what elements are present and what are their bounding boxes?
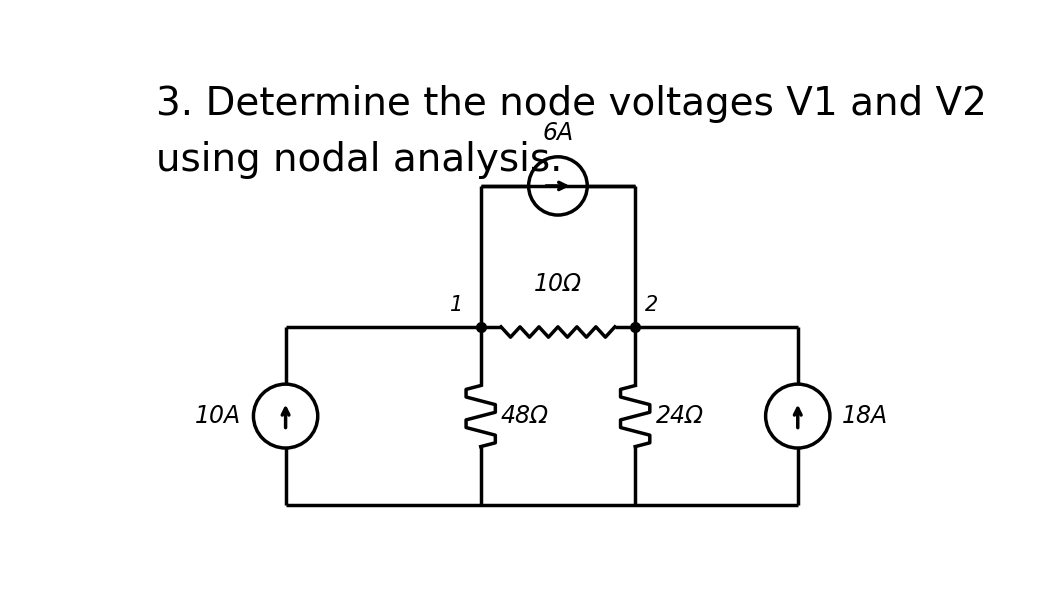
Text: 24Ω: 24Ω xyxy=(656,404,704,428)
Text: 1: 1 xyxy=(450,295,463,315)
Text: 2: 2 xyxy=(645,295,658,315)
Text: using nodal analysis.: using nodal analysis. xyxy=(155,142,562,179)
Text: 3. Determine the node voltages V1 and V2: 3. Determine the node voltages V1 and V2 xyxy=(155,85,986,123)
Text: 6A: 6A xyxy=(542,121,574,145)
Text: 48Ω: 48Ω xyxy=(501,404,549,428)
Text: 18A: 18A xyxy=(842,404,889,428)
Text: 10A: 10A xyxy=(195,404,241,428)
Text: 10Ω: 10Ω xyxy=(534,272,582,296)
